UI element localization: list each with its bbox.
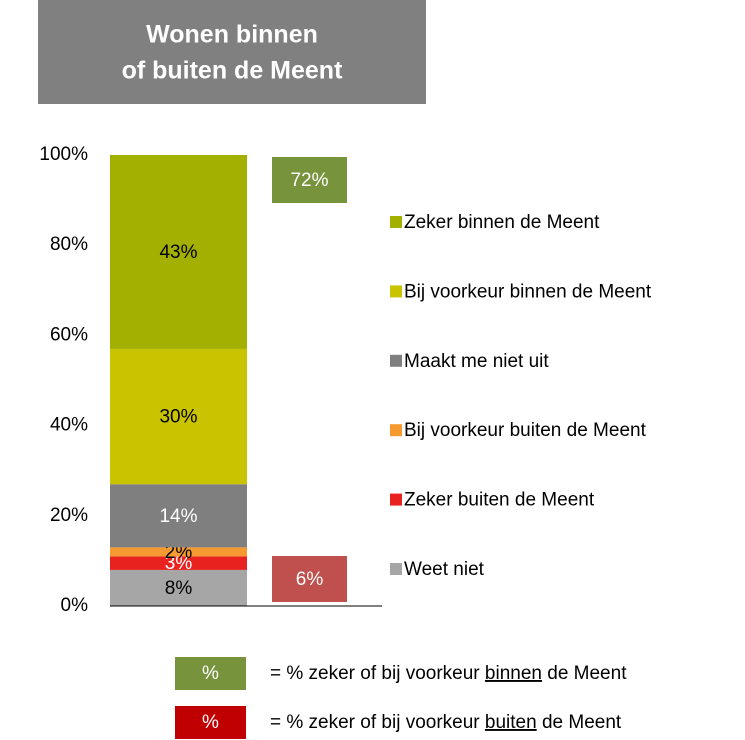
y-tick-label: 100%	[39, 144, 88, 165]
bar-segment	[110, 556, 247, 570]
summary-box	[272, 556, 347, 602]
data-label: 14%	[159, 506, 197, 527]
y-tick-label: 80%	[50, 234, 88, 255]
legend-label: Bij voorkeur binnen de Meent	[404, 281, 652, 302]
key-prefix: = % zeker of bij voorkeur	[270, 663, 485, 684]
bar-segment	[110, 547, 247, 557]
legend-swatch	[390, 493, 402, 506]
key-text: = % zeker of bij voorkeur buiten de Meen…	[270, 712, 622, 733]
legend-swatch	[390, 424, 402, 437]
y-tick-label: 20%	[50, 505, 88, 526]
title-box	[38, 0, 426, 104]
y-tick-label: 0%	[61, 595, 89, 616]
y-tick-label: 60%	[50, 324, 88, 345]
bar-segment	[110, 569, 247, 606]
legend-label: Zeker buiten de Meent	[404, 490, 595, 511]
data-label: 30%	[159, 407, 197, 428]
y-tick-label: 40%	[50, 415, 88, 436]
data-label: 43%	[159, 242, 197, 263]
legend-label: Zeker binnen de Meent	[404, 212, 600, 233]
legend-label: Bij voorkeur buiten de Meent	[404, 420, 647, 441]
chart-title: of buiten de Meent	[122, 57, 344, 85]
key-box	[175, 657, 246, 690]
summary-box	[272, 157, 347, 203]
key-suffix: de Meent	[542, 663, 627, 684]
bar-segment	[110, 484, 247, 548]
legend-swatch	[390, 563, 402, 575]
summary-label: 72%	[290, 170, 328, 191]
key-symbol: %	[202, 712, 219, 733]
legend-swatch	[390, 285, 402, 298]
key-emph: buiten	[485, 712, 537, 733]
data-label: 8%	[165, 578, 193, 599]
key-text: = % zeker of bij voorkeur binnen de Meen…	[270, 663, 627, 684]
key-symbol: %	[202, 663, 219, 684]
bar-segment	[110, 348, 247, 485]
data-label: 3%	[165, 553, 193, 574]
key-suffix: de Meent	[537, 712, 622, 733]
key-box	[175, 706, 246, 739]
chart-title: Wonen binnen	[146, 21, 318, 49]
legend-swatch	[390, 354, 402, 367]
summary-label: 6%	[296, 569, 324, 590]
legend-swatch	[390, 216, 402, 228]
bar-segment	[110, 155, 247, 349]
legend-label: Maakt me niet uit	[404, 351, 549, 372]
key-emph: binnen	[485, 663, 542, 684]
legend-label: Weet niet	[404, 559, 485, 580]
key-prefix: = % zeker of bij voorkeur	[270, 712, 485, 733]
